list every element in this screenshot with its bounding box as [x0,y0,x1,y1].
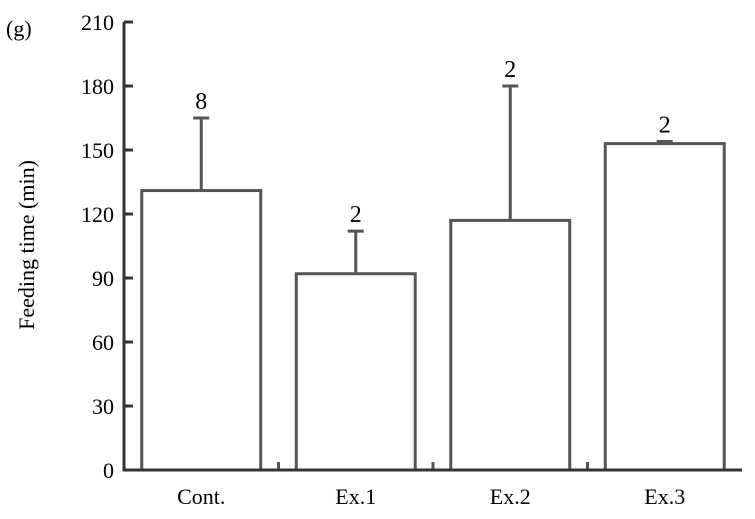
bar-4 [603,142,726,472]
y-tick-label-2: 30 [92,394,114,419]
x-tick-label-4: Ex.3 [644,484,685,509]
sample-size-label-3: 2 [504,57,516,83]
y-tick-label-8: 210 [81,10,114,35]
bar-3 [449,218,572,472]
y-tick-label-5: 120 [81,202,114,227]
axes-layer: Cont. Ex.1 Ex.2 Ex.3 0 30 60 90 120 150 180 210 [81,10,742,509]
x-tick-label-3: Ex.2 [490,484,531,509]
y-tick-label-7: 180 [81,74,114,99]
bar-2 [294,272,417,472]
sample-size-label-2: 2 [350,202,362,228]
x-tick-label-1: Cont. [177,484,225,509]
bars-layer: 8 2 2 2 [140,57,726,472]
y-tick-label-6: 150 [81,138,114,163]
y-tick-label-3: 60 [92,330,114,355]
panel-label: (g) [6,16,32,41]
y-tick-label-1: 0 [103,458,114,483]
y-axis-title: Feeding time (min) [14,160,39,330]
y-tick-label-4: 90 [92,266,114,291]
sample-size-label-4: 2 [659,112,671,138]
sample-size-label-1: 8 [195,89,207,115]
bar-1 [140,189,263,472]
x-tick-label-2: Ex.1 [335,484,376,509]
